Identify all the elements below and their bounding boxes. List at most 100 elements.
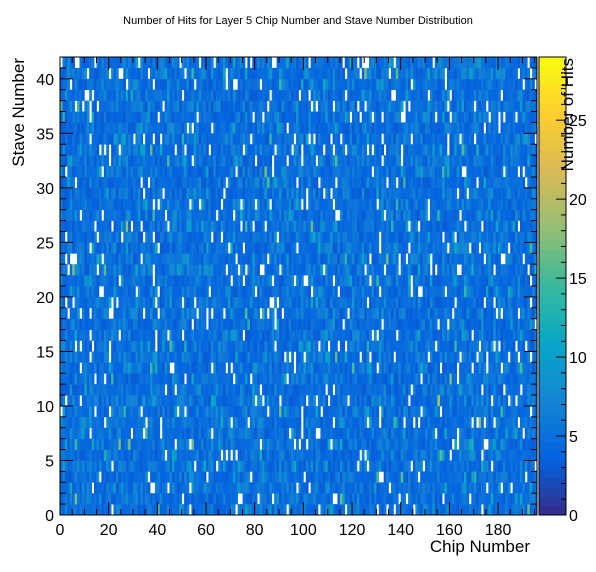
heatmap-cell [468,395,472,407]
heatmap-cell [162,253,165,265]
heatmap-cell [293,471,297,483]
heatmap-cell [230,384,234,396]
heatmap-cell [347,275,350,287]
heatmap-cell [517,405,521,418]
heatmap-cell [315,242,319,254]
heatmap-cell [286,318,290,330]
heatmap-cell [449,504,453,515]
heatmap-cell [468,373,472,385]
heatmap-cell [147,242,151,254]
heatmap-cell [354,482,358,494]
heatmap-cell [432,395,436,407]
heatmap-cell [244,460,248,472]
heatmap-cell [517,395,521,407]
heatmap-cell [356,231,360,243]
heatmap-cell [335,471,338,483]
heatmap-cell [91,438,95,450]
heatmap-cell [223,296,226,309]
heatmap-cell [281,340,285,352]
heatmap-cell [381,482,385,494]
heatmap-cell [364,253,367,265]
heatmap-cell [237,296,241,309]
heatmap-cell [473,416,477,429]
heatmap-cell [133,438,136,450]
heatmap-cell [94,471,97,483]
heatmap-cell [308,231,312,243]
heatmap-cell [167,416,170,429]
heatmap-cell [118,318,122,330]
heatmap-cell [463,460,467,472]
heatmap-cell [376,438,380,450]
heatmap-cell [354,449,358,461]
heatmap-cell [354,416,358,429]
heatmap-cell [359,405,363,418]
heatmap-cell [269,395,273,407]
heatmap-cell [342,264,346,276]
heatmap-cell [94,307,97,320]
heatmap-cell [140,275,144,287]
heatmap-cell [123,318,127,330]
heatmap-cell [81,405,85,418]
heatmap-cell [171,373,175,385]
heatmap-cell [512,220,516,232]
heatmap-cell [386,329,389,341]
heatmap-cell [369,307,372,320]
heatmap-cell [524,307,528,320]
heatmap-cell [495,416,499,429]
heatmap-cell [196,384,200,396]
heatmap-cell [188,395,192,407]
heatmap-cell [325,296,329,309]
heatmap-cell [310,493,314,505]
heatmap-cell [257,482,260,494]
heatmap-cell [281,231,285,243]
heatmap-cell [313,296,316,309]
heatmap-cell [184,438,187,450]
heatmap-cell [274,264,277,276]
heatmap-cell [128,427,131,440]
heatmap-cell [67,329,71,341]
heatmap-cell [60,231,63,243]
heatmap-cell [115,253,119,265]
heatmap-cell [502,242,506,254]
heatmap-cell [515,449,518,461]
heatmap-cell [223,275,226,287]
heatmap-cell [167,318,170,330]
heatmap-cell [193,482,197,494]
heatmap-cell [169,427,173,440]
heatmap-cell [485,307,489,320]
heatmap-cell [386,427,389,440]
heatmap-cell [193,286,197,298]
heatmap-cell [327,296,331,309]
heatmap-cell [388,275,392,287]
heatmap-cell [456,416,460,429]
heatmap-cell [86,351,90,363]
heatmap-cell [213,373,217,385]
heatmap-cell [94,329,97,341]
heatmap-cell [393,449,397,461]
heatmap-cell [529,286,533,298]
heatmap-cell [232,449,236,461]
heatmap-cell [476,242,479,254]
heatmap-cell [128,416,131,429]
heatmap-cell [140,340,144,352]
heatmap-cell [111,482,114,494]
heatmap-cell [181,504,185,515]
heatmap-cell [529,362,533,374]
heatmap-cell [84,242,88,254]
heatmap-cell [152,493,156,505]
heatmap-cell [242,340,246,352]
heatmap-cell [271,460,275,472]
heatmap-cell [198,231,202,243]
heatmap-cell [191,253,195,265]
heatmap-cell [300,296,304,309]
heatmap-cell [145,405,148,418]
heatmap-cell [137,416,141,429]
heatmap-cell [244,493,248,505]
heatmap-cell [286,231,290,243]
heatmap-cell [252,340,256,352]
heatmap-cell [361,504,365,515]
heatmap-cell [244,307,248,320]
heatmap-cell [293,220,297,232]
heatmap-cell [425,471,428,483]
heatmap-cell [476,329,479,341]
